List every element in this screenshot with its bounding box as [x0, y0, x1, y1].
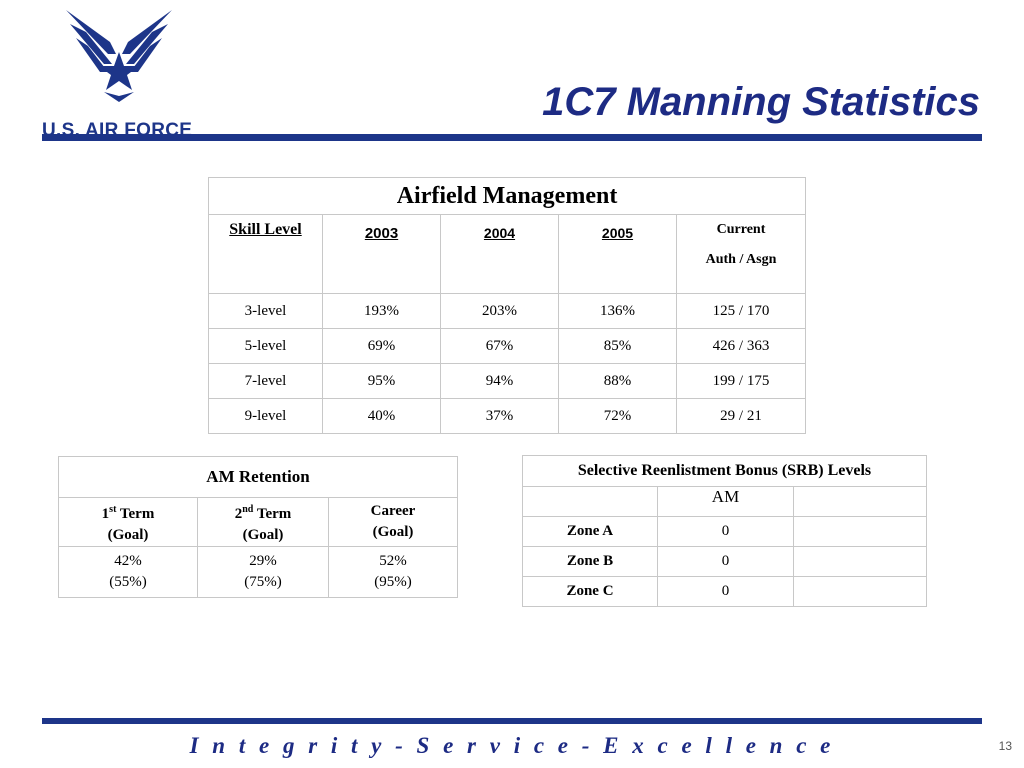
srb-levels-table: Selective Reenlistment Bonus (SRB) Level…	[522, 455, 927, 607]
zone-label: Zone C	[522, 576, 658, 607]
page-title: 1C7 Manning Statistics	[542, 80, 980, 124]
cell: 0	[657, 576, 794, 607]
table-caption: Selective Reenlistment Bonus (SRB) Level…	[522, 455, 927, 487]
cell: 67%	[440, 328, 559, 364]
cell: 42% (55%)	[58, 546, 198, 598]
column-header-2005: 2005	[558, 214, 677, 294]
table-caption: Airfield Management	[208, 177, 806, 215]
air-force-logo: U.S. AIR FORCE	[42, 8, 197, 141]
cell: 94%	[440, 363, 559, 399]
column-header-am: AM	[657, 486, 794, 517]
cell: 40%	[322, 398, 441, 434]
blank-cell	[793, 576, 927, 607]
cell: 0	[657, 546, 794, 577]
table-row: Zone C 0	[522, 576, 927, 607]
blank-cell	[793, 486, 927, 517]
cell: 426 / 363	[676, 328, 806, 364]
table-row: 9-level 40% 37% 72% 29 / 21	[208, 398, 806, 434]
column-header-career: Career (Goal)	[328, 497, 458, 547]
column-header-current: Current Auth / Asgn	[676, 214, 806, 294]
cell: 95%	[322, 363, 441, 399]
column-header-first-term: 1st Term (Goal)	[58, 497, 198, 547]
cell: 193%	[322, 293, 441, 329]
column-header-2004: 2004	[440, 214, 559, 294]
blank-cell	[522, 486, 658, 517]
table-row: 7-level 95% 94% 88% 199 / 175	[208, 363, 806, 399]
airfield-management-table: Airfield Management Skill Level 2003 200…	[208, 177, 806, 434]
air-force-wings-icon	[66, 10, 172, 102]
cell: 0	[657, 516, 794, 547]
blank-cell	[793, 546, 927, 577]
zone-label: Zone A	[522, 516, 658, 547]
table-row: 5-level 69% 67% 85% 426 / 363	[208, 328, 806, 364]
cell: 5-level	[208, 328, 323, 364]
cell: 7-level	[208, 363, 323, 399]
cell: 29% (75%)	[197, 546, 329, 598]
cell: 9-level	[208, 398, 323, 434]
cell: 199 / 175	[676, 363, 806, 399]
table-row: 3-level 193% 203% 136% 125 / 170	[208, 293, 806, 329]
auth-asgn-label: Auth / Asgn	[705, 252, 777, 267]
cell: 125 / 170	[676, 293, 806, 329]
cell: 69%	[322, 328, 441, 364]
column-header-2003: 2003	[322, 214, 441, 294]
cell: 29 / 21	[676, 398, 806, 434]
zone-label: Zone B	[522, 546, 658, 577]
footer-motto: I n t e g r i t y - S e r v i c e - E x …	[189, 733, 835, 758]
table-row: 42% (55%) 29% (75%) 52% (95%)	[58, 546, 458, 598]
table-row: Zone B 0	[522, 546, 927, 577]
column-header-second-term: 2nd Term (Goal)	[197, 497, 329, 547]
cell: 52% (95%)	[328, 546, 458, 598]
cell: 203%	[440, 293, 559, 329]
table-row: Zone A 0	[522, 516, 927, 547]
cell: 136%	[558, 293, 677, 329]
footer-divider	[42, 718, 982, 724]
column-header-skill-level: Skill Level	[208, 214, 323, 294]
cell: 88%	[558, 363, 677, 399]
cell: 3-level	[208, 293, 323, 329]
header-divider	[42, 134, 982, 141]
table-caption: AM Retention	[58, 456, 458, 498]
cell: 37%	[440, 398, 559, 434]
cell: 85%	[558, 328, 677, 364]
page-number: 13	[998, 739, 1012, 753]
am-retention-table: AM Retention 1st Term (Goal) 2nd Term (G…	[58, 456, 458, 598]
current-label: Current	[716, 222, 766, 237]
cell: 72%	[558, 398, 677, 434]
blank-cell	[793, 516, 927, 547]
